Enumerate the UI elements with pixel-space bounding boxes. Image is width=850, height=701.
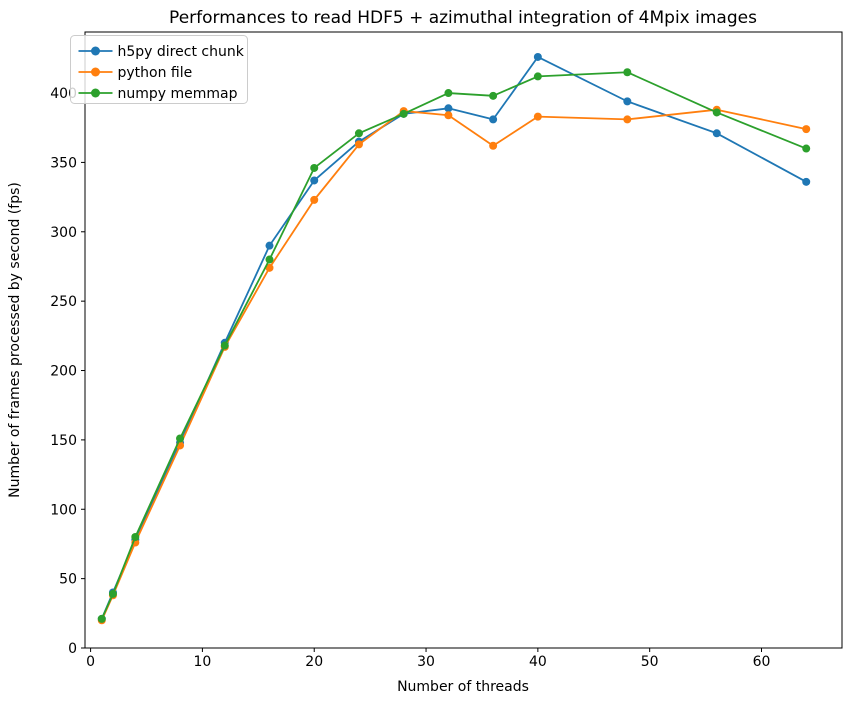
y-axis-label: Number of frames processed by second (fp… — [7, 182, 23, 498]
series-line — [100, 56, 808, 620]
data-point-marker — [399, 109, 408, 118]
data-point-marker — [310, 176, 319, 185]
data-point-marker — [489, 115, 498, 124]
y-tick-label: 0 — [68, 641, 77, 657]
data-point-marker — [265, 255, 274, 264]
data-point-marker — [533, 112, 542, 121]
legend-item-label: numpy memmap — [118, 86, 238, 102]
data-point-marker — [712, 129, 721, 138]
data-point-marker — [444, 111, 453, 120]
data-point-marker — [712, 108, 721, 117]
data-point-marker — [802, 177, 811, 186]
x-tick-label: 60 — [753, 654, 771, 670]
data-point-marker — [802, 125, 811, 134]
y-tick-label: 50 — [59, 572, 77, 588]
plot-border — [84, 31, 843, 649]
data-point-marker — [220, 341, 229, 350]
x-axis-label: Number of threads — [397, 679, 529, 695]
data-point-marker — [310, 163, 319, 172]
x-tick-label: 30 — [417, 654, 435, 670]
data-point-marker — [354, 129, 363, 138]
data-point-marker — [489, 91, 498, 100]
data-point-marker — [623, 68, 632, 77]
data-point-marker — [533, 52, 542, 61]
legend: h5py direct chunk python file numpy memmap — [70, 35, 248, 104]
data-point-marker — [623, 115, 632, 124]
y-tick-label: 100 — [50, 502, 77, 518]
chart-title: Performances to read HDF5 + azimuthal in… — [169, 8, 757, 28]
y-tick-label: 250 — [50, 294, 77, 310]
data-point-marker — [802, 144, 811, 153]
legend-marker — [91, 46, 100, 56]
legend-item-label: python file — [118, 65, 193, 81]
data-point-marker — [489, 141, 498, 150]
legend-marker — [91, 67, 100, 77]
data-point-marker — [176, 434, 185, 443]
series-line — [100, 71, 808, 620]
y-tick-label: 150 — [50, 433, 77, 449]
data-point-marker — [354, 140, 363, 149]
x-tick-label: 40 — [529, 654, 547, 670]
data-point-marker — [310, 195, 319, 204]
x-tick-label: 10 — [193, 654, 211, 670]
data-point-marker — [265, 263, 274, 272]
legend-marker — [91, 88, 100, 98]
data-point-marker — [444, 89, 453, 98]
series-lines — [97, 52, 811, 625]
series-line — [100, 108, 808, 622]
x-tick-label: 50 — [641, 654, 659, 670]
axes — [84, 31, 843, 649]
x-tick-label: 20 — [305, 654, 323, 670]
data-point-marker — [97, 614, 106, 623]
y-tick-label: 350 — [50, 155, 77, 171]
data-point-marker — [265, 241, 274, 250]
data-point-marker — [533, 72, 542, 81]
data-point-marker — [108, 589, 117, 598]
data-point-marker — [131, 533, 140, 542]
legend-item-label: h5py direct chunk — [118, 44, 245, 60]
legend-frame — [70, 35, 248, 104]
y-tick-label: 300 — [50, 225, 77, 241]
data-point-marker — [623, 97, 632, 106]
data-point-marker — [444, 104, 453, 113]
x-tick-label: 0 — [86, 654, 95, 670]
y-tick-label: 200 — [50, 364, 77, 380]
